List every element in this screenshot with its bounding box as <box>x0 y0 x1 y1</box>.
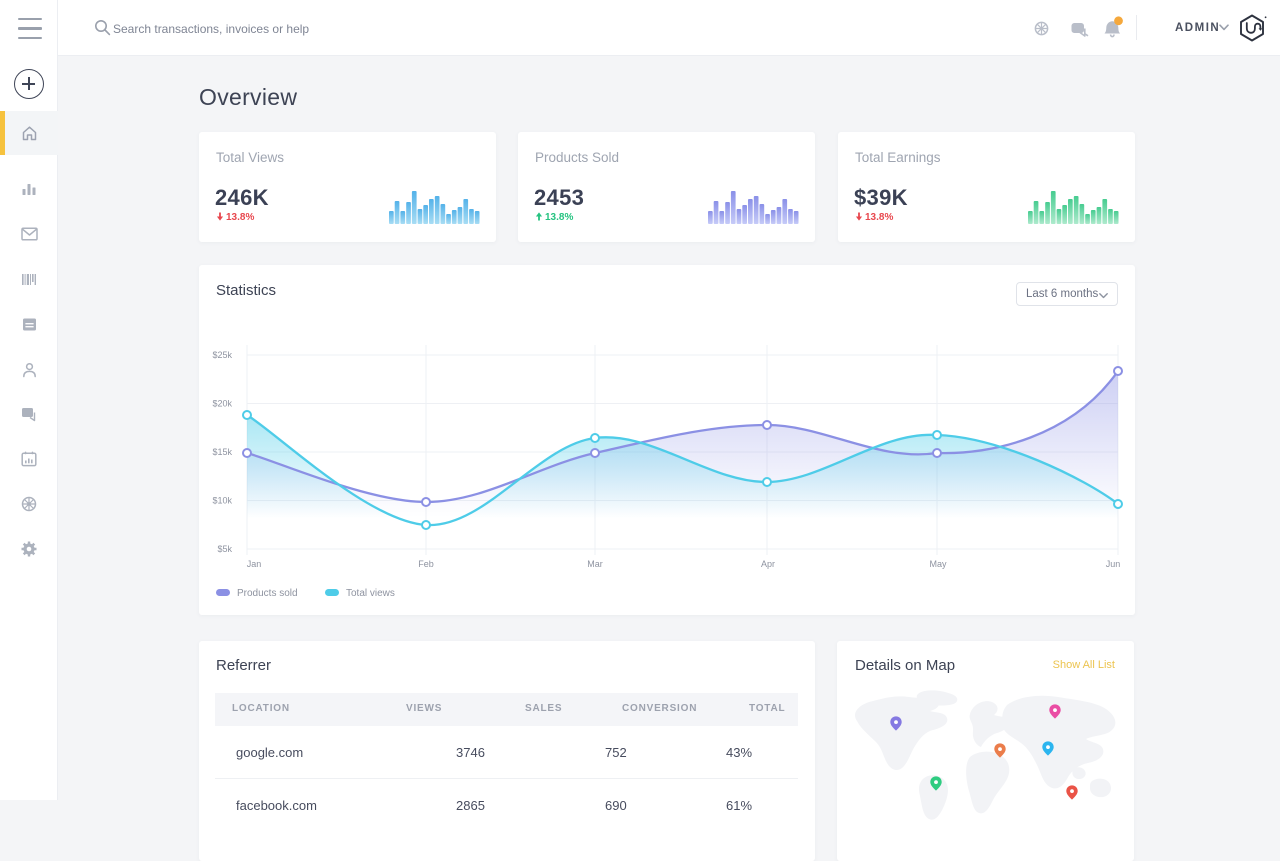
svg-text:$5k: $5k <box>217 544 232 554</box>
svg-text:Jun: Jun <box>1106 559 1121 569</box>
svg-text:$20k: $20k <box>212 399 232 409</box>
svg-text:Feb: Feb <box>418 559 434 569</box>
svg-text:$25k: $25k <box>212 350 232 360</box>
svg-text:May: May <box>929 559 947 569</box>
svg-text:$10k: $10k <box>212 496 232 506</box>
svg-text:Products sold: Products sold <box>237 588 298 599</box>
svg-text:Total views: Total views <box>346 588 395 599</box>
svg-text:$15k: $15k <box>212 447 232 457</box>
svg-text:Apr: Apr <box>761 559 775 569</box>
svg-text:Mar: Mar <box>587 559 603 569</box>
svg-text:Jan: Jan <box>247 559 262 569</box>
